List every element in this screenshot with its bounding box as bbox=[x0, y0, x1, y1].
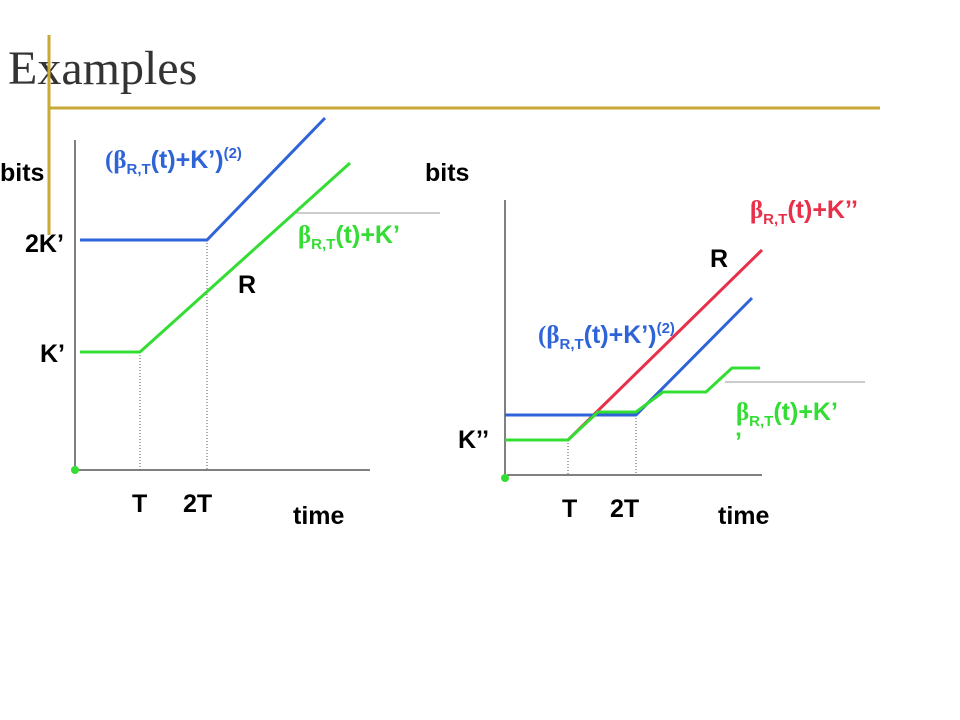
label-part: β bbox=[736, 399, 749, 426]
curve-label: βR,T(t)+K’’ bbox=[750, 196, 858, 228]
tick-label: 2T bbox=[183, 490, 212, 518]
label-sub: R,T bbox=[749, 413, 773, 430]
label-wrap: ’ bbox=[735, 428, 742, 456]
rate-label: R bbox=[238, 271, 256, 299]
label-part: β bbox=[298, 222, 311, 249]
red-curve bbox=[566, 248, 764, 442]
blue-curve bbox=[80, 116, 327, 242]
label-sub: R,T bbox=[127, 161, 151, 178]
x-label: time bbox=[293, 502, 345, 530]
label-part: (t)+K’’ bbox=[787, 196, 858, 224]
curve-label: βR,T(t)+K’ bbox=[736, 398, 838, 430]
label-part: (β bbox=[538, 322, 560, 349]
slide-title: Examples bbox=[8, 42, 197, 95]
label-part: (β bbox=[105, 147, 127, 174]
label-sup: (2) bbox=[657, 320, 675, 337]
tick-label: T bbox=[562, 495, 577, 523]
label-part: (t)+K’) bbox=[584, 321, 657, 349]
curve-label: βR,T(t)+K’ bbox=[298, 221, 400, 253]
curve-label: (βR,T(t)+K’)(2) bbox=[105, 145, 242, 178]
x-label: time bbox=[718, 502, 770, 530]
label-sub: R,T bbox=[560, 336, 584, 353]
green-curve bbox=[505, 366, 760, 442]
label-part: β bbox=[750, 197, 763, 224]
right-diagram bbox=[501, 200, 865, 482]
label-sup: (2) bbox=[224, 145, 242, 162]
tick-label: K’ bbox=[40, 340, 65, 368]
tick-label: 2K’ bbox=[25, 230, 64, 258]
left-diagram bbox=[71, 116, 440, 474]
tick-label: T bbox=[132, 490, 147, 518]
y-label: bits bbox=[0, 159, 44, 187]
label-sub: R,T bbox=[311, 236, 335, 253]
green-curve bbox=[80, 161, 352, 354]
tick-label: 2T bbox=[610, 495, 639, 523]
origin-dot bbox=[71, 466, 79, 474]
origin-dot bbox=[501, 474, 509, 482]
label-part: (t)+K’ bbox=[335, 221, 400, 249]
curve-label: (βR,T(t)+K’)(2) bbox=[538, 320, 675, 353]
blue-curve bbox=[505, 296, 754, 417]
label-part: (t)+K’ bbox=[773, 398, 838, 426]
rate-label: R bbox=[710, 245, 728, 273]
label-part: (t)+K’) bbox=[151, 146, 224, 174]
label-sub: R,T bbox=[763, 211, 787, 228]
y-label: bits bbox=[425, 159, 469, 187]
tick-label: K’’ bbox=[458, 426, 489, 454]
